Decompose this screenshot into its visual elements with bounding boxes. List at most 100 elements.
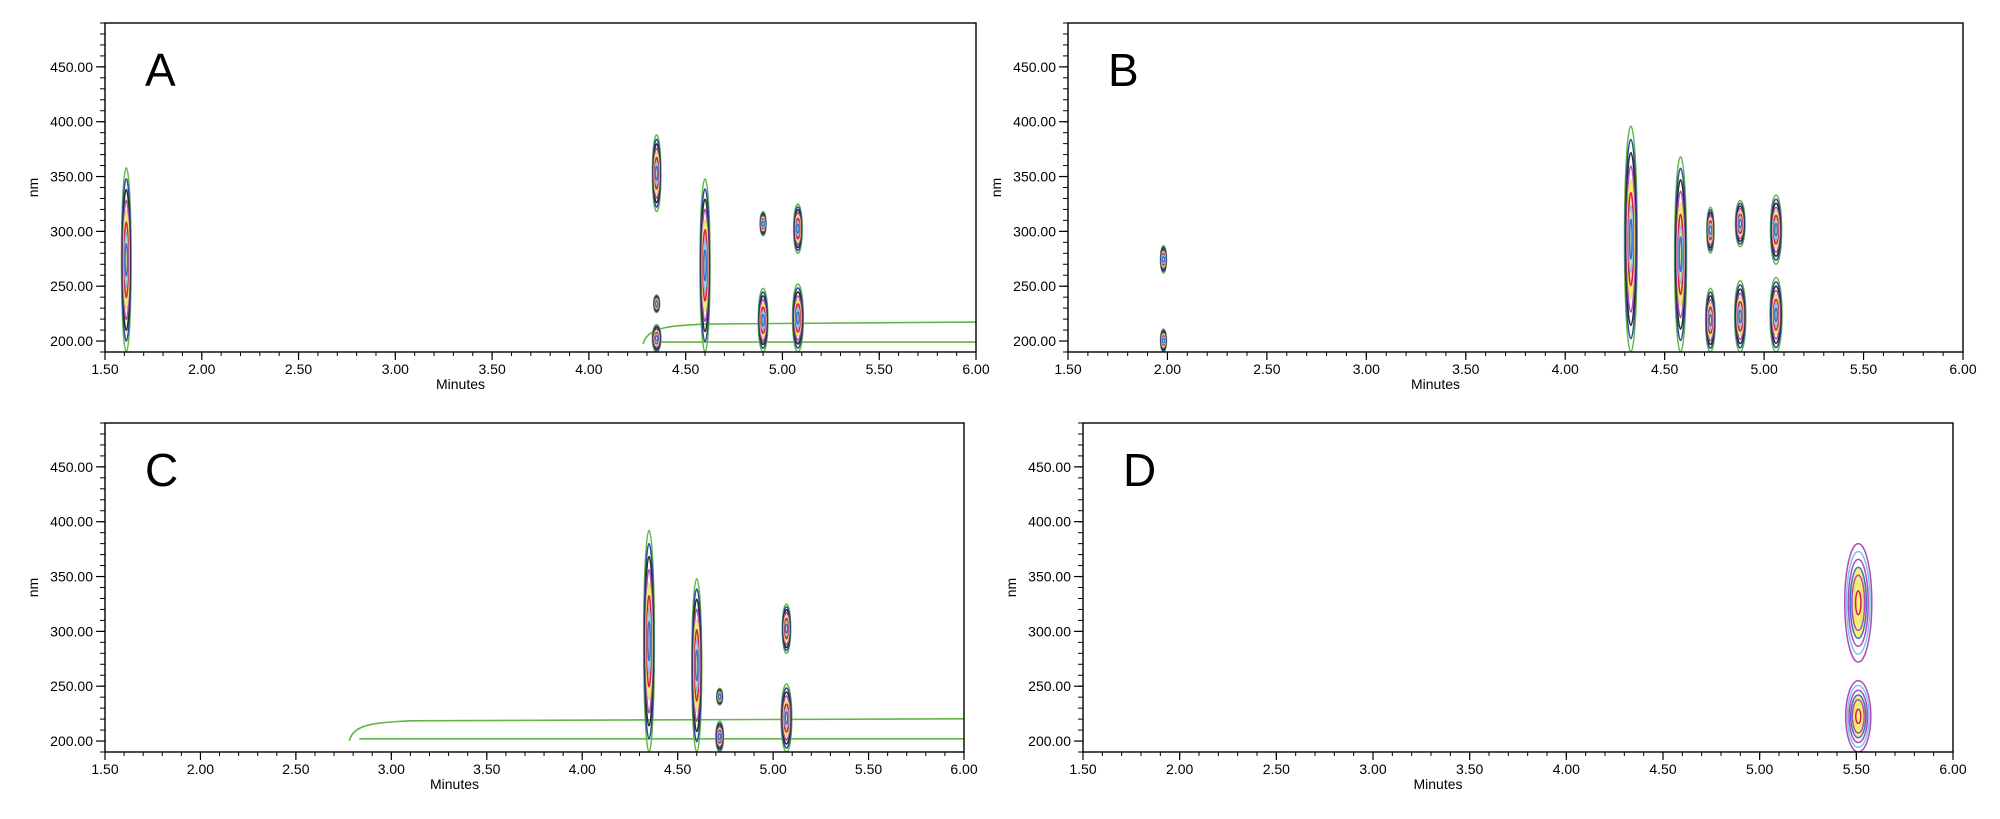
y-tick-label: 200.00 xyxy=(1028,733,1071,749)
x-axis-label: Minutes xyxy=(430,776,479,792)
y-tick-label: 450.00 xyxy=(50,459,93,475)
contour-ring xyxy=(761,313,766,327)
peak-contour xyxy=(691,578,703,752)
x-tick-label: 6.00 xyxy=(1939,761,1966,777)
y-tick-label: 450.00 xyxy=(1013,59,1056,75)
contour-ring xyxy=(703,249,707,282)
peak-contour xyxy=(781,603,792,655)
contour-ring xyxy=(1851,698,1865,734)
y-tick-label: 200.00 xyxy=(50,333,93,349)
y-axis-label: nm xyxy=(25,578,41,597)
x-tick-label: 2.00 xyxy=(1166,761,1193,777)
y-tick-label: 250.00 xyxy=(50,278,93,294)
contour-ring xyxy=(1855,708,1862,725)
contour-ring xyxy=(1848,689,1869,744)
y-tick-label: 300.00 xyxy=(1028,623,1071,639)
x-axis-label: Minutes xyxy=(1413,776,1462,792)
peak-contour xyxy=(1159,328,1168,352)
x-tick-label: 3.50 xyxy=(1452,361,1479,377)
x-tick-label: 4.00 xyxy=(575,361,602,377)
contour-ring xyxy=(1774,222,1778,237)
peak-contour xyxy=(715,720,725,752)
y-tick-label: 350.00 xyxy=(50,169,93,185)
contour-ring xyxy=(1678,236,1683,273)
plot-frame xyxy=(104,22,977,353)
peak-contour xyxy=(759,210,767,237)
peak-contour xyxy=(1704,287,1716,352)
x-tick-label: 1.50 xyxy=(91,361,118,377)
x-tick-label: 5.50 xyxy=(1850,361,1877,377)
x-tick-label: 6.00 xyxy=(950,761,977,777)
x-tick-label: 2.00 xyxy=(1154,361,1181,377)
panel-label: B xyxy=(1108,44,1139,96)
contour-ring xyxy=(1161,256,1166,263)
contour-ring xyxy=(1708,225,1713,236)
x-tick-label: 4.00 xyxy=(1552,361,1579,377)
peak-contour xyxy=(1844,679,1872,752)
plot-area xyxy=(348,529,964,752)
x-tick-label: 2.00 xyxy=(187,761,214,777)
peak-contour xyxy=(1769,194,1783,266)
peak-contour xyxy=(642,529,656,752)
y-tick-label: 450.00 xyxy=(1028,459,1071,475)
chart-panel-c: C 200.00 250.00 300.00 350.00 400.00 450.00 1.5… xyxy=(25,422,978,792)
contour-ring xyxy=(761,220,766,227)
x-tick-label: 2.00 xyxy=(188,361,215,377)
peak-contour xyxy=(699,178,711,352)
y-axis-label: nm xyxy=(1003,578,1019,597)
x-axis-label: Minutes xyxy=(1411,376,1460,392)
chart-panel-b: B 200.00 250.00 300.00 350.00 400.00 450.00 1.5… xyxy=(988,22,1977,392)
x-tick-label: 5.50 xyxy=(866,361,893,377)
x-tick-label: 4.50 xyxy=(672,361,699,377)
contour-ring xyxy=(717,733,722,741)
peak-contour xyxy=(120,167,132,352)
contour-ring xyxy=(654,300,659,307)
contour-ring xyxy=(784,711,789,725)
contour-ring xyxy=(1161,337,1166,344)
peak-contour xyxy=(1706,206,1715,255)
y-tick-label: 450.00 xyxy=(50,59,93,75)
contour-ring xyxy=(1845,550,1871,655)
contour-ring xyxy=(1628,218,1633,260)
y-tick-label: 250.00 xyxy=(50,678,93,694)
x-tick-label: 1.50 xyxy=(1069,761,1096,777)
y-tick-label: 400.00 xyxy=(50,114,93,130)
peak-contour xyxy=(651,323,662,352)
contour-ring xyxy=(1708,313,1713,327)
y-tick-label: 350.00 xyxy=(50,569,93,585)
y-tick-label: 250.00 xyxy=(1028,678,1071,694)
peak-contour xyxy=(780,683,793,752)
y-tick-label: 350.00 xyxy=(1028,569,1071,585)
y-tick-label: 300.00 xyxy=(1013,223,1056,239)
peak-contour xyxy=(1843,542,1873,663)
peak-contour xyxy=(1159,244,1168,274)
panel-label: D xyxy=(1123,444,1156,496)
contour-ring xyxy=(1846,684,1870,748)
contour-ring xyxy=(795,223,800,234)
x-tick-label: 1.50 xyxy=(91,761,118,777)
contour-ring xyxy=(1844,679,1872,752)
chart-panel-a: A 200.00 250.00 300.00 350.00 400.00 450.00 1.5… xyxy=(25,22,990,392)
x-tick-label: 3.00 xyxy=(1359,761,1386,777)
peak-contour xyxy=(715,687,724,706)
plot-frame xyxy=(104,422,965,753)
x-tick-label: 4.50 xyxy=(1649,761,1676,777)
x-tick-label: 5.00 xyxy=(759,761,786,777)
plot-area xyxy=(1159,125,1783,352)
x-tick-label: 3.50 xyxy=(473,761,500,777)
x-tick-label: 2.50 xyxy=(282,761,309,777)
x-tick-label: 5.50 xyxy=(855,761,882,777)
y-tick-label: 350.00 xyxy=(1013,169,1056,185)
x-tick-label: 5.00 xyxy=(769,361,796,377)
peak-contour xyxy=(1734,199,1746,248)
panel-label: A xyxy=(145,44,176,96)
contour-ring xyxy=(654,335,659,342)
baseline-contour xyxy=(348,717,964,742)
y-tick-label: 400.00 xyxy=(1028,514,1071,530)
chart-panel-d: D 200.00 250.00 300.00 350.00 400.00 450.00 1.5… xyxy=(1003,422,1967,792)
x-tick-label: 1.50 xyxy=(1054,361,1081,377)
x-tick-label: 3.00 xyxy=(382,361,409,377)
y-tick-label: 250.00 xyxy=(1013,278,1056,294)
